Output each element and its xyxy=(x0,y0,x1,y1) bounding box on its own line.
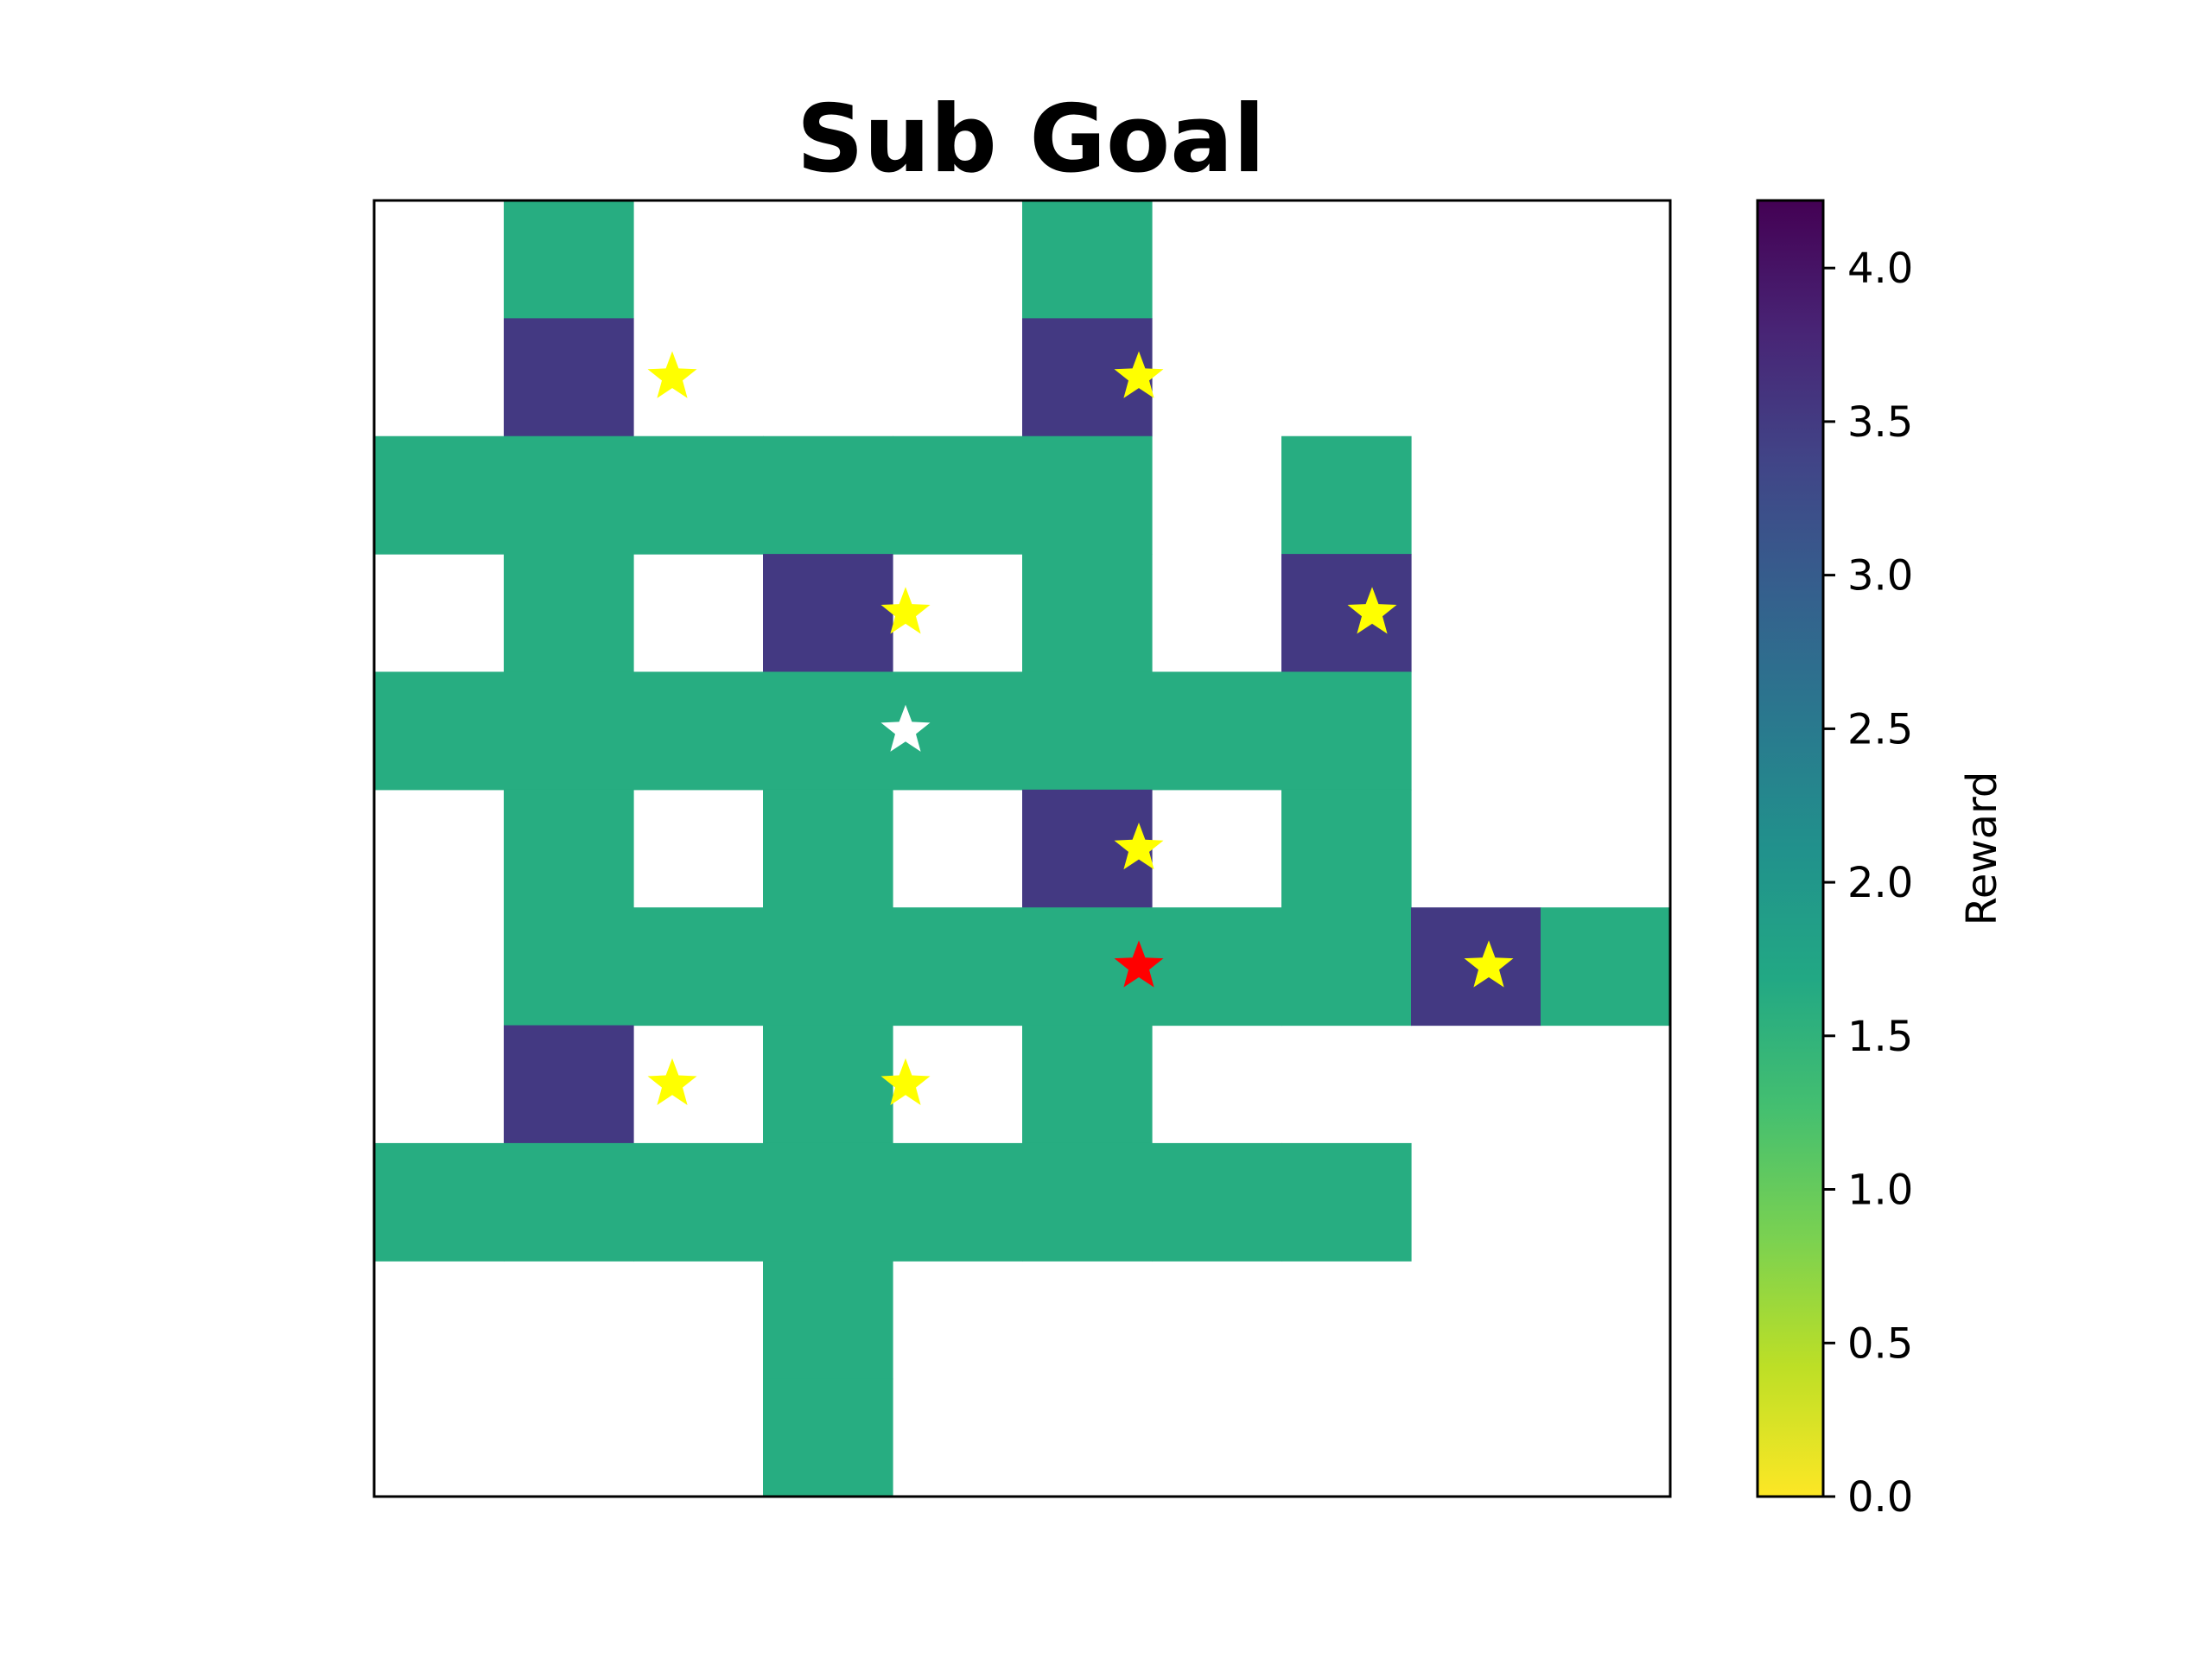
path-cell xyxy=(763,435,893,555)
path-cell xyxy=(633,435,764,555)
path-cell xyxy=(1022,200,1153,319)
path-cell xyxy=(1281,789,1412,908)
path-cell xyxy=(763,1261,893,1380)
heatmap-markers xyxy=(647,351,1514,1105)
path-cell xyxy=(763,1142,893,1262)
path-cell xyxy=(633,671,764,791)
subgoal-star-marker xyxy=(1347,587,1397,634)
path-cell xyxy=(633,907,764,1027)
path-cell xyxy=(1281,907,1412,1027)
colorbar-tick-label: 2.5 xyxy=(1847,705,1913,753)
path-cell xyxy=(374,1142,505,1262)
path-cell xyxy=(763,907,893,1027)
colorbar-tick-label: 3.0 xyxy=(1847,552,1913,601)
path-cell xyxy=(1281,671,1412,791)
path-cell xyxy=(893,907,1023,1027)
path-cell xyxy=(1281,1142,1412,1262)
subgoal-star-marker xyxy=(1464,940,1514,988)
path-cell xyxy=(1022,1142,1153,1262)
path-cell xyxy=(504,789,634,908)
colorbar-ticks: 0.0 0.5 1.0 1.5 2.0 2.5 3.0 3.5 4.0 xyxy=(1823,245,1913,1522)
subgoal-star-marker xyxy=(1114,351,1164,398)
subgoal-cell xyxy=(504,318,634,437)
path-cell xyxy=(504,671,634,791)
path-cell xyxy=(1022,671,1153,791)
subgoal-star-marker xyxy=(880,587,931,634)
path-cell xyxy=(504,200,634,319)
path-cell xyxy=(763,789,893,908)
subgoal-cell xyxy=(1281,554,1412,673)
subgoal-star-marker xyxy=(647,1058,697,1105)
chart-title: Sub Goal xyxy=(797,86,1265,194)
path-cell xyxy=(1022,435,1153,555)
plot-frame xyxy=(372,199,1672,1498)
path-cell xyxy=(763,1025,893,1144)
path-cell xyxy=(374,671,505,791)
subgoal-cell xyxy=(504,1025,634,1144)
subgoal-star-marker xyxy=(880,1058,931,1105)
path-cell xyxy=(893,435,1023,555)
colorbar-tick-label: 0.0 xyxy=(1847,1473,1913,1522)
path-cell xyxy=(504,907,634,1027)
colorbar-tick-label: 2.0 xyxy=(1847,859,1913,907)
subgoal-star-marker xyxy=(1114,823,1164,870)
path-cell xyxy=(1152,671,1282,791)
path-cell xyxy=(1281,435,1412,555)
path-cell xyxy=(374,435,505,555)
colorbar-tick-label: 1.0 xyxy=(1847,1166,1913,1215)
path-cell xyxy=(763,1378,893,1497)
colorbar xyxy=(1756,199,1825,1498)
heatmap-cells xyxy=(374,200,1671,1497)
path-cell xyxy=(1152,1142,1282,1262)
path-cell xyxy=(633,1142,764,1262)
colorbar-tick-label: 1.5 xyxy=(1847,1013,1913,1061)
path-cell xyxy=(1022,1025,1153,1144)
goal-star-marker xyxy=(1114,940,1164,988)
path-cell xyxy=(763,671,893,791)
colorbar-tick-label: 4.0 xyxy=(1847,245,1913,293)
colorbar-label: Reward xyxy=(1958,772,2006,926)
path-cell xyxy=(504,1142,634,1262)
path-cell xyxy=(1541,907,1671,1027)
colorbar-tick-label: 3.5 xyxy=(1847,398,1913,447)
path-cell xyxy=(504,435,634,555)
path-cell xyxy=(1152,907,1282,1027)
colorbar-tick-label: 0.5 xyxy=(1847,1319,1913,1368)
path-cell xyxy=(504,554,634,673)
subgoal-star-marker xyxy=(647,351,697,398)
path-cell xyxy=(893,1142,1023,1262)
start-star-marker xyxy=(880,704,931,752)
path-cell xyxy=(1022,554,1153,673)
subgoal-cell xyxy=(763,554,893,673)
